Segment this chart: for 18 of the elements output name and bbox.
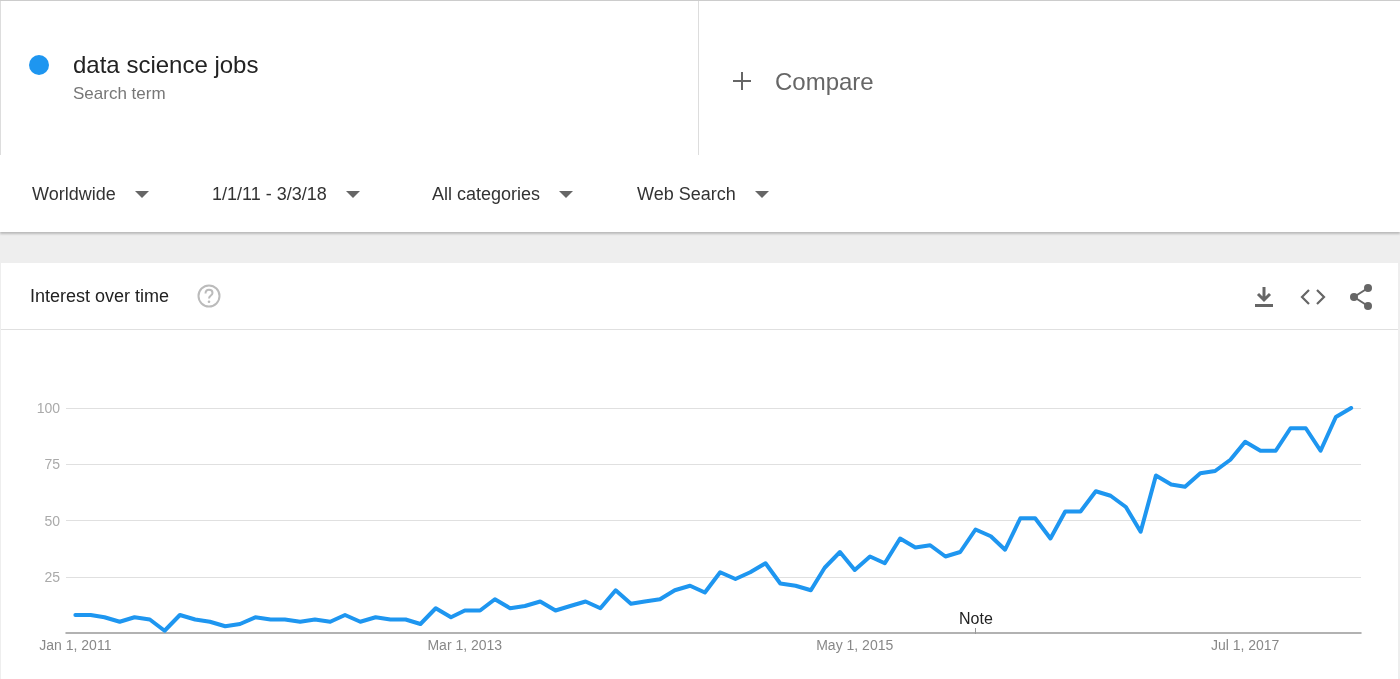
line-series: [73, 406, 1354, 633]
text: Worldwide: [32, 184, 116, 205]
x-tick-label: Jul 1, 2017: [1210, 637, 1280, 653]
y-tick-label: 75: [44, 456, 61, 473]
x-tick-label: Mar 1, 2013: [427, 637, 503, 653]
text: Search term: [73, 84, 166, 104]
annotation: Note: [959, 610, 993, 628]
x-tick-label: Jan 1, 2011: [39, 637, 112, 653]
x-tick-label: May 1, 2015: [816, 637, 894, 653]
text: 1/1/11 - 3/3/18: [212, 184, 327, 205]
y-tick-label: 25: [44, 568, 61, 585]
chart-title: Interest over time: [30, 286, 170, 307]
text: All categories: [432, 184, 541, 205]
text: Compare: [775, 68, 874, 96]
y-tick-label: 50: [44, 512, 61, 529]
text: Web Search: [637, 184, 736, 205]
y-tick-label: 100: [36, 400, 61, 416]
legend-label: data science jobs: [73, 51, 259, 79]
